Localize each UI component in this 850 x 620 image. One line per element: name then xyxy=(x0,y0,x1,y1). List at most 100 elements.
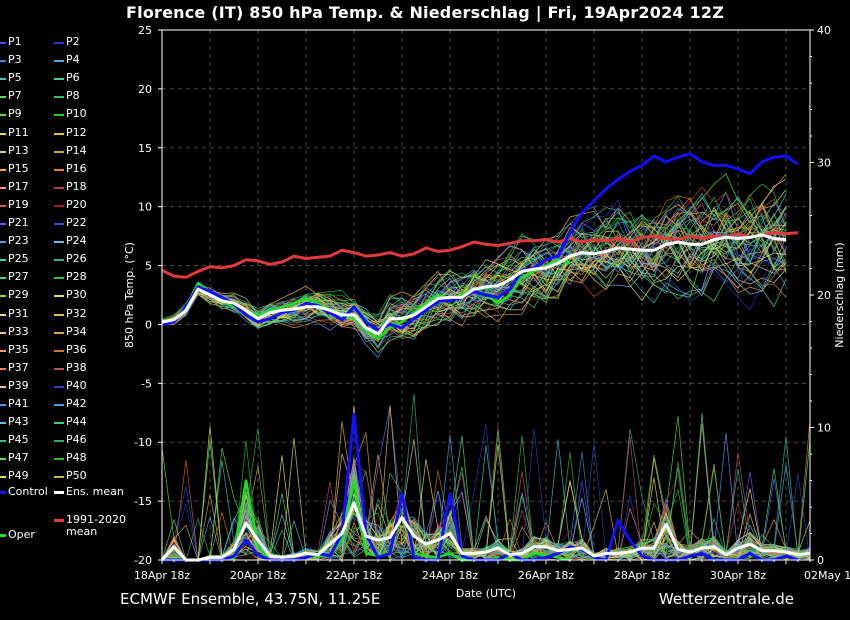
legend-label: P22 xyxy=(66,216,87,229)
legend-label: P49 xyxy=(8,469,29,483)
legend-label: P1 xyxy=(8,35,22,48)
legend-label: P50 xyxy=(66,469,87,483)
legend-label: P29 xyxy=(8,288,29,302)
legend-label: P7 xyxy=(8,89,22,103)
legend-label: P43 xyxy=(8,415,29,429)
legend-swatch xyxy=(54,295,64,298)
member-temp-line xyxy=(161,207,787,338)
legend-label: P4 xyxy=(66,53,80,67)
legend-swatch xyxy=(0,168,6,171)
legend-swatch xyxy=(54,132,64,135)
legend-label: P47 xyxy=(8,451,29,465)
legend-label: P33 xyxy=(8,324,29,338)
legend-swatch xyxy=(0,78,6,81)
legend-label: 1991-2020 xyxy=(66,513,126,526)
legend-swatch xyxy=(0,534,6,537)
legend-label: P28 xyxy=(66,270,87,284)
member-temp-line xyxy=(161,211,787,348)
legend-swatch xyxy=(0,476,6,479)
legend-label: P34 xyxy=(66,324,87,338)
legend-label: P39 xyxy=(8,378,29,392)
legend-swatch xyxy=(54,491,64,494)
legend-swatch xyxy=(54,42,64,44)
legend-swatch xyxy=(0,313,6,316)
legend-label: P18 xyxy=(66,179,87,193)
legend-label: P40 xyxy=(66,378,87,392)
legend-swatch xyxy=(54,277,64,280)
legend-label: P10 xyxy=(66,107,87,121)
legend-label: P45 xyxy=(8,433,29,447)
y-tick-label: -5 xyxy=(141,377,152,390)
legend-label: P30 xyxy=(66,288,87,302)
x-tick-label: 28Apr 18z xyxy=(614,569,671,582)
legend-label: P48 xyxy=(66,451,87,465)
legend-label: Control xyxy=(8,485,48,498)
legend-swatch xyxy=(54,313,64,316)
legend-label: P31 xyxy=(8,306,29,320)
legend-swatch xyxy=(0,331,6,334)
legend-swatch xyxy=(54,96,64,99)
legend-swatch xyxy=(54,349,64,352)
legend-swatch xyxy=(0,422,6,425)
legend-swatch xyxy=(0,259,6,262)
legend-swatch xyxy=(54,150,64,153)
x-tick-label: 30Apr 18z xyxy=(710,569,767,582)
legend-swatch xyxy=(54,259,64,262)
legend-swatch xyxy=(54,168,64,171)
legend-label: P5 xyxy=(8,71,22,85)
legend-swatch xyxy=(0,440,6,443)
legend-swatch xyxy=(0,404,6,406)
legend-swatch xyxy=(0,241,6,244)
model-info: ECMWF Ensemble, 43.75N, 11.25E xyxy=(120,590,381,608)
x-tick-label: 22Apr 18z xyxy=(326,569,383,582)
legend-label: P19 xyxy=(8,197,29,211)
legend-swatch xyxy=(0,204,6,207)
legend-label: P41 xyxy=(8,397,29,410)
legend-swatch xyxy=(0,491,6,494)
legend-swatch xyxy=(0,295,6,298)
member-temp-line xyxy=(161,196,787,340)
legend-swatch xyxy=(0,223,6,225)
legend-label: P9 xyxy=(8,107,22,121)
legend-label: P14 xyxy=(66,143,87,157)
legend-label: Oper xyxy=(8,528,35,541)
legend-label: P32 xyxy=(66,306,87,320)
y-axis-label: 850 hPa Temp. (°C) xyxy=(123,242,136,348)
legend-label: P44 xyxy=(66,415,87,429)
legend-label: P17 xyxy=(8,179,29,193)
y2-tick-label: 30 xyxy=(817,157,831,170)
y-tick-label: 5 xyxy=(145,260,152,273)
legend-label: P46 xyxy=(66,433,87,447)
series-1991-2020-mean-temperature xyxy=(161,231,799,279)
y2-tick-label: 0 xyxy=(817,554,824,567)
y2-tick-label: 10 xyxy=(817,422,831,435)
y-tick-label: 10 xyxy=(138,201,152,214)
legend-swatch xyxy=(0,114,6,117)
axes: 25 20 15 10 5 0 -5 -10 -15 -20 40 30 20 10 0 18Apr 18z 2… xyxy=(134,24,850,582)
x-tick-label: 20Apr 18z xyxy=(230,569,287,582)
highlight-series xyxy=(160,152,811,562)
legend-swatch xyxy=(0,186,6,189)
y2-tick-label: 20 xyxy=(817,289,831,302)
legend-label: P35 xyxy=(8,342,29,356)
legend: P1 P2 P3 P4 P5 P6 P7 P8 P9 P10 P11 P12 P13 P14 P15 P16 P… xyxy=(0,33,132,553)
legend-label: P42 xyxy=(66,397,87,410)
legend-label: P13 xyxy=(8,143,29,157)
legend-label: P8 xyxy=(66,89,80,103)
y-tick-label: 0 xyxy=(145,318,152,331)
legend-label: P38 xyxy=(66,360,87,374)
legend-swatch xyxy=(54,476,64,479)
legend-swatch xyxy=(54,440,64,443)
legend-swatch xyxy=(54,331,64,334)
ensemble-members xyxy=(161,173,811,562)
legend-label: mean xyxy=(66,525,98,538)
legend-label: P21 xyxy=(8,216,29,229)
legend-label: P6 xyxy=(66,71,80,85)
legend-swatch xyxy=(54,367,64,370)
series-ens-mean-temperature xyxy=(161,233,787,336)
legend-swatch xyxy=(54,114,64,117)
legend-swatch xyxy=(0,42,6,44)
legend-label: P24 xyxy=(66,234,87,248)
legend-label: P12 xyxy=(66,125,87,139)
